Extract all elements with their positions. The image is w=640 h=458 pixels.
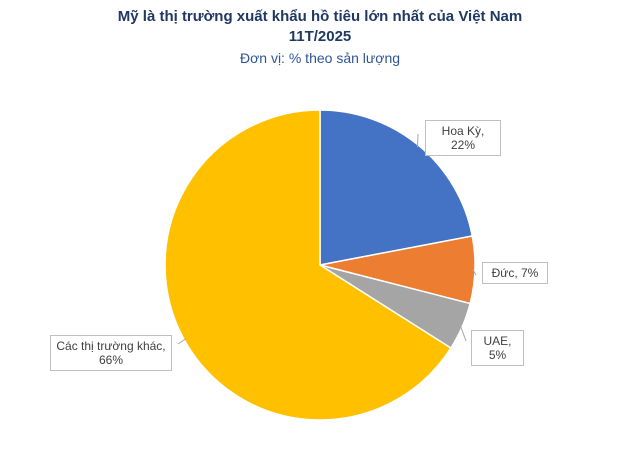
leader-line [472,269,477,276]
data-label: Đức, 7% [482,262,548,284]
data-label: Các thị trường khác, 66% [50,335,172,371]
chart-title: Mỹ là thị trường xuất khẩu hồ tiêu lớn n… [117,8,523,25]
data-label: Hoa Kỳ, 22% [425,120,501,156]
leader-line [177,338,187,345]
chart-title: 11T/2025 [288,28,352,45]
chart-subtitle: Đơn vị: % theo sản lượng [239,50,401,66]
pie-slice [319,109,474,266]
leader-line [459,325,467,342]
data-label: UAE, 5% [471,330,524,366]
